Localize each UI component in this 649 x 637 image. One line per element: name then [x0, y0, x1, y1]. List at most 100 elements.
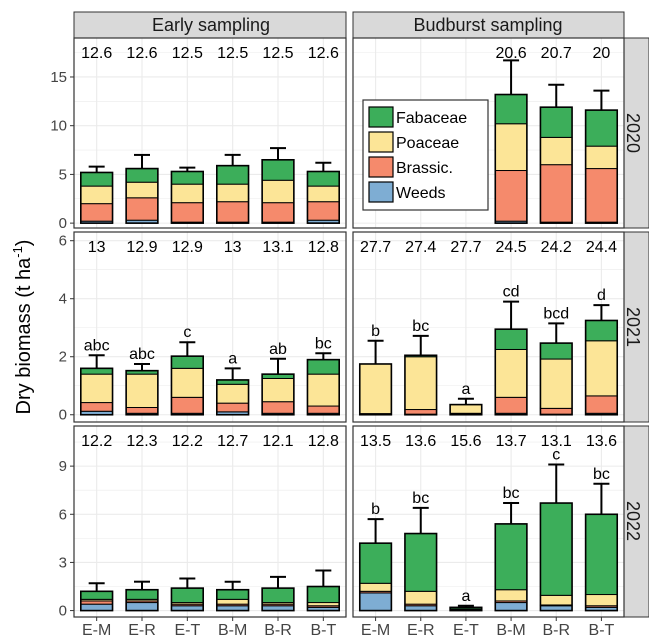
panel-border: [73, 231, 347, 423]
bar-segment-brassic: [585, 395, 618, 414]
total-label: 12.5: [262, 45, 293, 62]
y-axis-title-main: Dry biomass (t ha: [13, 257, 35, 415]
bar-segment-fabaceae: [494, 328, 528, 350]
bar-segment-poaceae: [170, 183, 204, 204]
strip-2021: 2021: [623, 307, 643, 347]
strip-box-2022: [623, 425, 649, 618]
significance-letter: b: [371, 501, 380, 518]
significance-letter: b: [371, 323, 380, 340]
significance-letter: cd: [503, 284, 520, 301]
y-tick-label: 15: [50, 69, 67, 86]
bar-segment-poaceae: [404, 356, 438, 411]
bar-segment-poaceae: [494, 589, 528, 602]
significance-letter: bc: [315, 335, 332, 352]
legend-key: [368, 106, 394, 128]
bar-segment-fabaceae: [170, 170, 204, 185]
bar-segment-poaceae: [125, 181, 159, 199]
bar-segment-fabaceae: [216, 165, 250, 185]
bar-segment-brassic: [306, 405, 340, 414]
significance-letter: abc: [84, 337, 110, 354]
y-axis-title-sup: -1: [10, 246, 25, 258]
strip-2022: 2022: [623, 501, 643, 541]
bar-segment-poaceae: [306, 185, 340, 203]
strip-box-budburst: [352, 11, 625, 39]
significance-letter: c: [183, 324, 191, 341]
bar-segment-brassic: [80, 402, 114, 412]
bar-segment-brassic: [125, 197, 159, 221]
bar-segment-brassic: [170, 202, 204, 223]
total-label: 12.6: [81, 45, 112, 62]
bar-segment-fabaceae: [80, 590, 114, 600]
bar-segment-poaceae: [494, 123, 528, 172]
total-label: 13: [224, 239, 242, 256]
bar-segment-brassic: [404, 409, 438, 415]
bar-segment-weeds: [80, 603, 114, 612]
total-label: 12.8: [308, 433, 339, 450]
bar-segment-poaceae: [539, 358, 573, 409]
stacked-bars: [80, 93, 619, 612]
bar-segment-poaceae: [359, 582, 392, 592]
bar-segment-fabaceae: [539, 502, 573, 596]
total-label: 20.7: [541, 45, 572, 62]
y-tick-label: 6: [59, 506, 67, 523]
bar-segment-fabaceae: [494, 94, 528, 125]
x-tick-label: B-M: [496, 622, 525, 637]
bar-segment-brassic: [494, 396, 528, 414]
total-label: 12.2: [172, 433, 203, 450]
bar-segment-poaceae: [216, 598, 250, 605]
y-tick-label: 3: [59, 554, 67, 571]
bar-segment-brassic: [216, 201, 250, 223]
significance-letter: c: [552, 447, 560, 464]
significance-letter: ab: [269, 341, 287, 358]
legend-key: [368, 131, 394, 153]
total-label: 13.1: [262, 239, 293, 256]
bar-segment-poaceae: [404, 590, 438, 605]
strip-box-2021: [623, 231, 649, 423]
significance-letter: bc: [593, 466, 610, 483]
panel-border: [352, 231, 625, 423]
bar-segment-fabaceae: [80, 367, 114, 375]
panel-border: [352, 425, 625, 618]
x-tick-label: E-T: [174, 622, 200, 637]
x-tick-label: E-M: [361, 622, 390, 637]
total-label: 27.4: [405, 239, 436, 256]
panel-bg: [74, 232, 346, 422]
x-tick-label: E-T: [453, 622, 479, 637]
x-tick-label: B-T: [589, 622, 615, 637]
bar-segment-fabaceae: [261, 159, 295, 181]
total-label: 15.6: [450, 433, 481, 450]
total-label: 12.3: [126, 433, 157, 450]
bar-segment-brassic: [494, 170, 528, 222]
legend: Fabaceae Poaceae Brassic. Weeds: [362, 99, 489, 211]
y-tick-label: 10: [50, 118, 67, 135]
bar-segment-poaceae: [585, 145, 618, 170]
bar-segment-brassic: [261, 202, 295, 223]
panel-bg: [353, 232, 624, 422]
bar-segment-poaceae: [585, 594, 618, 607]
y-tick-label: 2: [59, 349, 67, 366]
bar-segment-poaceae: [80, 185, 114, 205]
significance-letter: bc: [412, 490, 429, 507]
bar-segment-poaceae: [539, 594, 573, 606]
y-axis-title-close: ): [13, 240, 35, 247]
bar-segment-brassic: [216, 402, 250, 413]
strip-2020: 2020: [623, 113, 643, 153]
bar-segment-poaceae: [539, 136, 573, 166]
bar-segment-poaceae: [80, 373, 114, 404]
bar-segment-fabaceae: [170, 355, 204, 369]
bar-segment-poaceae: [449, 404, 483, 414]
total-label: 13.6: [586, 433, 617, 450]
bar-segment-brassic: [539, 164, 573, 223]
strip-box-2020: [623, 37, 649, 229]
bar-segment-weeds: [125, 602, 159, 612]
x-tick-label: B-M: [218, 622, 247, 637]
total-label: 12.6: [126, 45, 157, 62]
total-label: 12.9: [172, 239, 203, 256]
bar-segment-fabaceae: [585, 513, 618, 596]
bar-segment-fabaceae: [306, 170, 340, 187]
bar-segment-fabaceae: [306, 359, 340, 375]
total-label: 13.1: [541, 433, 572, 450]
total-label: 20: [593, 45, 611, 62]
x-tick-label: E-M: [82, 622, 111, 637]
